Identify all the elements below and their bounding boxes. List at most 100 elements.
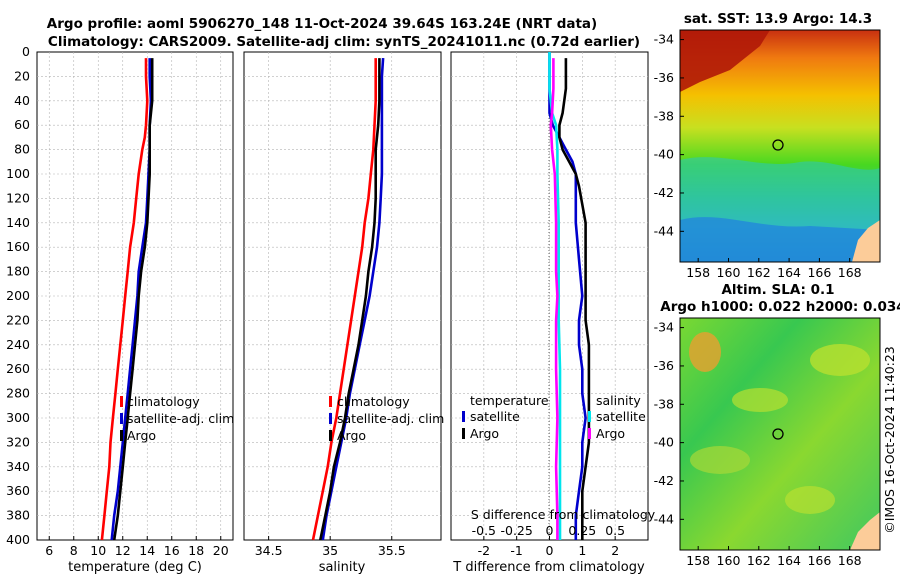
x-tick-label: 35.5: [378, 543, 406, 558]
depth-tick-label: 200: [6, 288, 30, 303]
sla-float-marker: [772, 428, 784, 440]
legend-satellite-adj: satellite-adj. clim: [127, 411, 234, 426]
sst-warm-patch: [680, 30, 770, 92]
x-tick-label: 18: [188, 543, 204, 558]
x-tick-label: 16: [164, 543, 180, 558]
difference-legend-temperature: temperature satellite Argo: [462, 393, 549, 441]
x-tick-label: 14: [139, 543, 155, 558]
x-tick-label: 20: [213, 543, 229, 558]
secondary-tick-label: 0.25: [568, 523, 596, 538]
depth-tick-label: 360: [6, 483, 30, 498]
sst-float-marker: [772, 139, 784, 151]
map-y-tick-label: -44: [654, 223, 674, 238]
salinity-panel: 34.5 35 35.5 salinity climatology satellit…: [243, 51, 444, 575]
secondary-tick-label: 0.5: [605, 523, 625, 538]
x-tick-label: 35: [322, 543, 338, 558]
depth-tick-label: 80: [14, 142, 30, 157]
legend-swatch-climatology: [329, 396, 332, 407]
legend-swatch-satellite: [120, 413, 123, 424]
x-tick-label: -2: [478, 543, 490, 558]
depth-tick-label: 220: [6, 312, 30, 327]
secondary-xticks: -0.5 -0.25 0 0.25 0.5: [472, 523, 625, 538]
map-y-tick-label: -42: [654, 185, 674, 200]
sla-map-title-2: Argo h1000: 0.022 h2000: 0.034: [660, 299, 900, 315]
legend-salinity-title: salinity: [596, 393, 641, 408]
legend-t-argo: Argo: [470, 426, 499, 441]
legend-swatch-argo: [120, 430, 123, 441]
legend-climatology: climatology: [337, 394, 410, 409]
depth-tick-label: 120: [6, 190, 30, 205]
map-x-tick-label: 166: [807, 265, 831, 280]
legend-argo: Argo: [127, 428, 156, 443]
map-y-tick-label: -42: [654, 473, 674, 488]
series-line-argo: [319, 58, 381, 541]
imos-credit: ©IMOS 16-Oct-2024 11:40:23: [882, 346, 897, 534]
depth-axis: 0 20 40 60 80 100 120 140 160 180 200 220 240 260 280 3…: [6, 44, 30, 547]
series-line-argo: [112, 58, 154, 541]
series-line-t-argo: [558, 58, 591, 540]
legend-swatch-t-satellite: [462, 411, 465, 422]
map-y-tick-label: -40: [654, 435, 674, 450]
map-y-tick-label: -34: [654, 32, 674, 47]
legend-t-satellite: satellite: [470, 409, 520, 424]
legend-climatology: climatology: [127, 394, 200, 409]
temperature-panel: 6 8 10 12 14 16 18 20 temperature (deg C) clima…: [36, 51, 234, 575]
legend-s-argo: Argo: [596, 426, 625, 441]
x-tick-label: 6: [45, 543, 53, 558]
map-y-tick-label: -36: [654, 358, 674, 373]
difference-xticks: -2 -1 0 1 2: [478, 536, 619, 558]
legend-argo: Argo: [337, 428, 366, 443]
sst-map: 158 160 162 164 166 168 -34 -36 -38 -40 -42 -44: [654, 29, 881, 280]
legend-swatch-t-argo: [462, 428, 465, 439]
legend-s-satellite: satellite: [596, 409, 646, 424]
map-x-tick-label: 162: [747, 265, 771, 280]
sla-map-title-1: Altim. SLA: 0.1: [721, 282, 834, 298]
legend-swatch-climatology: [120, 396, 123, 407]
x-tick-label: 12: [115, 543, 131, 558]
depth-tick-label: 160: [6, 239, 30, 254]
x-tick-label: 2: [611, 543, 619, 558]
secondary-tick-label: -0.5: [472, 523, 496, 538]
sla-high-4: [690, 446, 750, 474]
map-x-tick-label: 164: [777, 553, 801, 568]
title-line-2: Climatology: CARS2009. Satellite-adj cli…: [48, 34, 640, 50]
map-x-tick-label: 164: [777, 265, 801, 280]
map-x-tick-label: 166: [807, 553, 831, 568]
legend-satellite-adj: satellite-adj. clim: [337, 411, 444, 426]
map-x-tick-label: 160: [717, 265, 741, 280]
sst-land: [852, 220, 880, 262]
depth-tick-label: 260: [6, 361, 30, 376]
title-line-1: Argo profile: aoml 5906270_148 11-Oct-20…: [47, 16, 597, 32]
temperature-grid: [37, 52, 233, 540]
map-y-tick-label: -38: [654, 108, 674, 123]
salinity-series: [311, 58, 385, 541]
sla-high-1: [689, 332, 721, 372]
salinity-xlabel: salinity: [319, 560, 366, 575]
map-x-tick-label: 158: [686, 553, 710, 568]
sst-map-title: sat. SST: 13.9 Argo: 14.3: [684, 11, 872, 27]
difference-xlabel: T difference from climatology: [452, 560, 645, 575]
depth-tick-label: 140: [6, 215, 30, 230]
depth-tick-label: 320: [6, 434, 30, 449]
x-tick-label: 0: [546, 543, 554, 558]
sla-map: 158 160 162 164 166 168 -34 -36 -38 -40 -42 -44: [654, 317, 881, 568]
salinity-legend: climatology satellite-adj. clim Argo: [329, 394, 444, 443]
temperature-legend: climatology satellite-adj. clim Argo: [120, 394, 234, 443]
legend-swatch-argo: [329, 430, 332, 441]
secondary-xlabel: S difference from climatology: [471, 507, 656, 522]
sla-high-2: [810, 344, 870, 376]
sst-map-ticks: 158 160 162 164 166 168 -34 -36 -38 -40 -42 -44: [654, 32, 862, 280]
map-x-tick-label: 158: [686, 265, 710, 280]
salinity-xticks: 34.5 35 35.5: [255, 536, 406, 558]
x-tick-label: 8: [70, 543, 78, 558]
sla-land: [850, 512, 880, 550]
temperature-series: [100, 58, 154, 541]
difference-legend-salinity: salinity satellite Argo: [588, 393, 646, 441]
depth-tick-label: 240: [6, 337, 30, 352]
depth-tick-label: 340: [6, 459, 30, 474]
salinity-grid: [244, 52, 441, 540]
depth-tick-label: 400: [6, 532, 30, 547]
difference-series: [548, 52, 591, 540]
sla-map-ticks: 158 160 162 164 166 168 -34 -36 -38 -40 -42 -44: [654, 320, 862, 568]
x-tick-label: 34.5: [255, 543, 283, 558]
